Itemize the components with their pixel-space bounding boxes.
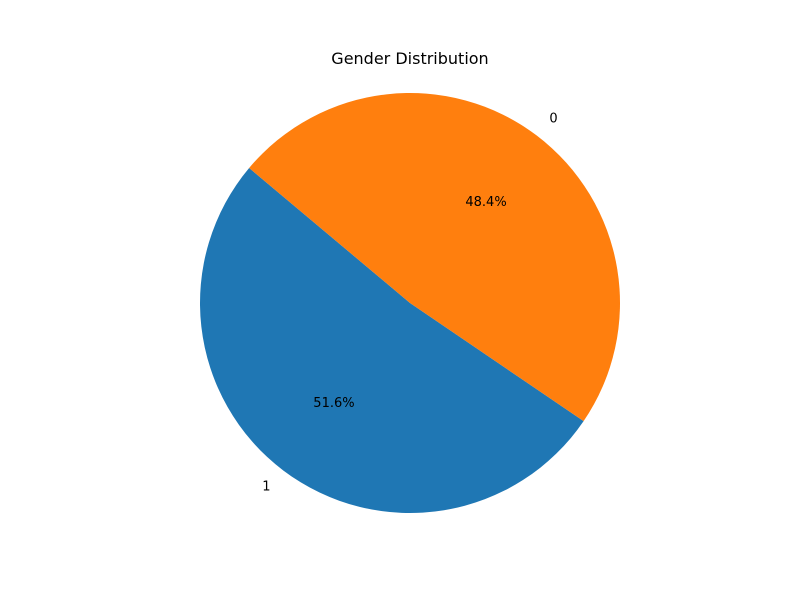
pie-labels: 51.6% 1 48.4% 0: [262, 111, 557, 494]
pie-slices: [200, 92, 621, 513]
chart-title: Gender Distribution: [331, 49, 488, 68]
pie-slice-1: [200, 168, 584, 513]
pie-category-label-0: 0: [549, 111, 557, 126]
pie-category-label-1: 1: [262, 480, 270, 495]
pie-pct-label-0: 48.4%: [465, 195, 506, 210]
pie-slice-0: [249, 92, 621, 422]
pie-pct-label-1: 51.6%: [313, 396, 354, 411]
